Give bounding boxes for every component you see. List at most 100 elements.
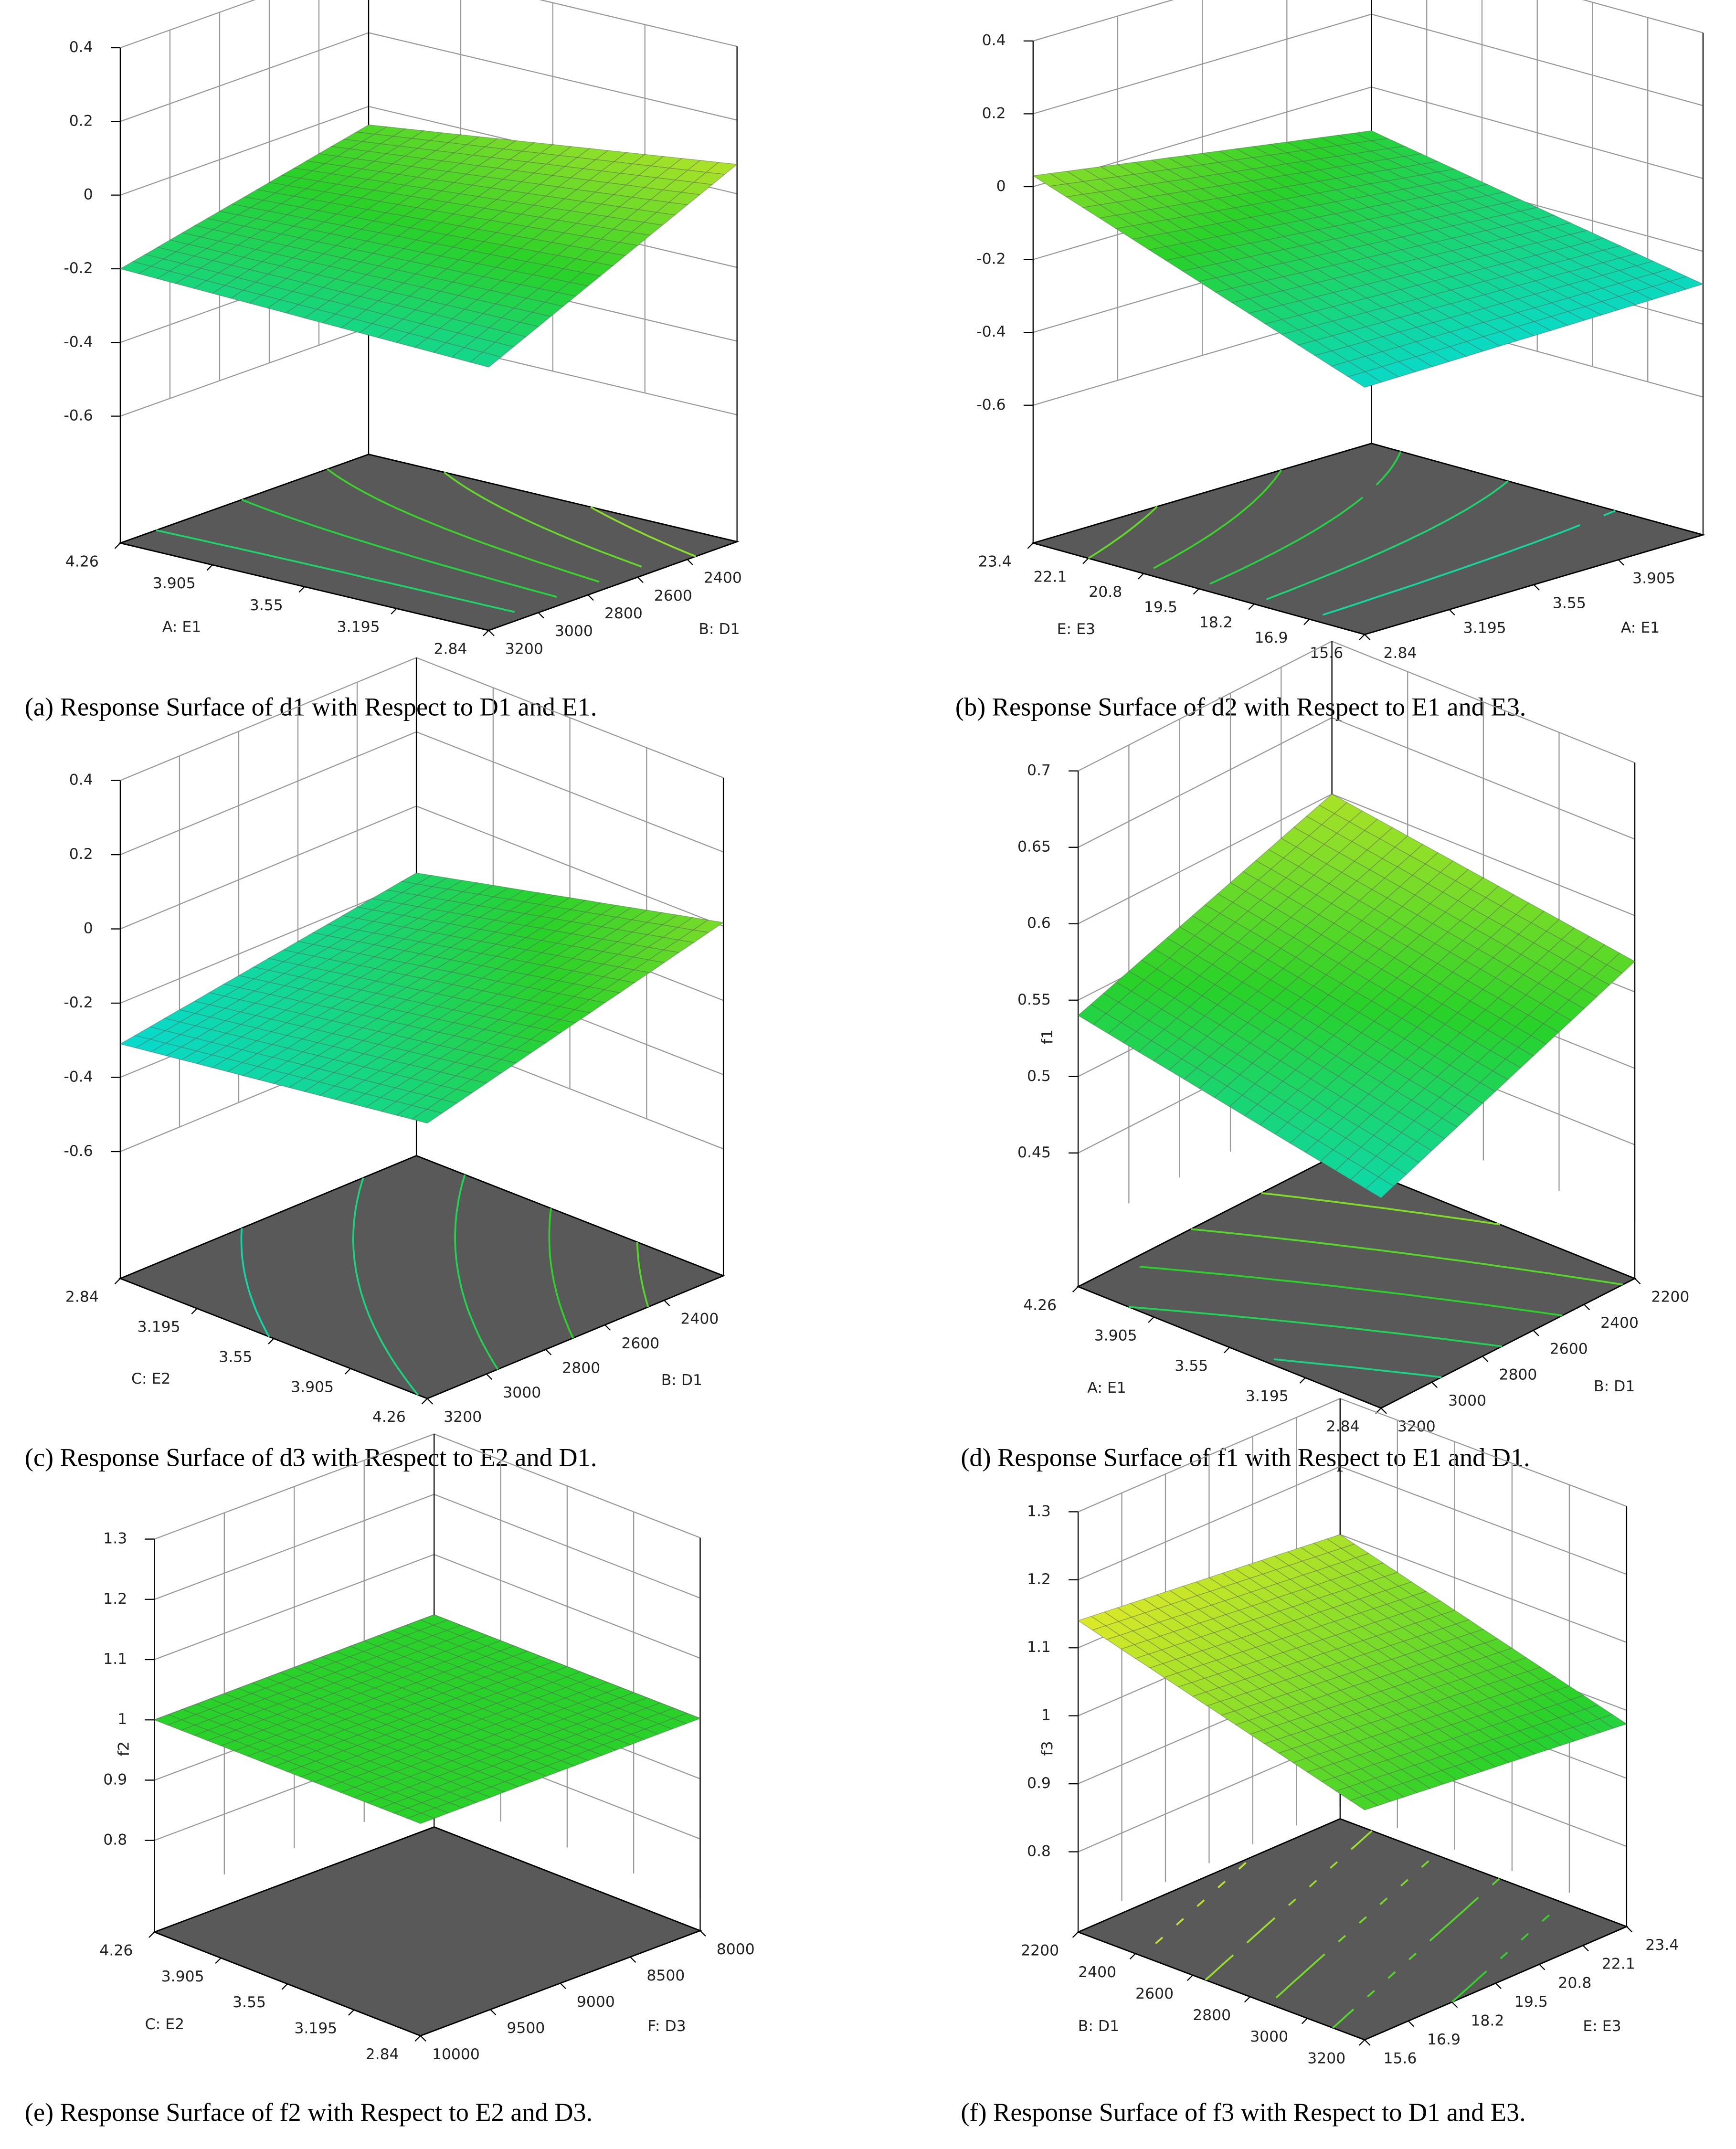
right-tick-label: 2600 [621, 1335, 659, 1352]
surface-cell [643, 212, 676, 226]
y-tick [1431, 1382, 1438, 1388]
z-tick-label: -0.6 [64, 407, 93, 424]
y-tick [1618, 559, 1625, 566]
caption: (c) Response Surface of d3 with Respect … [25, 1443, 597, 1471]
surface-cell [508, 1713, 538, 1725]
surface-cell [525, 1666, 554, 1678]
x-tick [1082, 558, 1089, 564]
x-tick [1224, 1347, 1230, 1354]
surface-cell [616, 919, 648, 932]
surface-cell [329, 1740, 359, 1751]
surface-cell [1198, 277, 1233, 293]
surface-cell [1381, 361, 1417, 378]
surface-cell [1533, 316, 1569, 331]
surface-cell [242, 1066, 275, 1080]
surface-cell [482, 341, 515, 358]
caption: (e) Response Surface of f2 with Respect … [25, 2098, 593, 2127]
surface-cell [1325, 1076, 1355, 1098]
y-tick [1583, 1304, 1590, 1311]
right-tick-label: 23.4 [1645, 1937, 1679, 1954]
surface-cell [1364, 929, 1393, 950]
y-tick [1364, 634, 1371, 641]
surface-cell [348, 1662, 377, 1673]
surface-cell [381, 1781, 411, 1793]
left-tick-label: 18.2 [1199, 614, 1233, 631]
surface-cell [1292, 1037, 1322, 1059]
x-tick [148, 1931, 155, 1938]
z-tick-label: 0.8 [103, 1831, 127, 1849]
right-tick-label: 18.2 [1471, 2012, 1504, 2029]
surface-cell [277, 1698, 307, 1710]
x-tick [281, 1983, 288, 1990]
surface-cell [1384, 1727, 1413, 1743]
surface-cell [451, 347, 484, 363]
surface-cell [1149, 1663, 1178, 1678]
surface-cell [314, 1756, 344, 1767]
x-tick [1358, 634, 1366, 641]
contour [1205, 1830, 1373, 1981]
surface-cell [462, 1791, 492, 1803]
surface-cell [1332, 1603, 1362, 1618]
surface-cell [491, 1760, 521, 1772]
surface-cell [1292, 1758, 1322, 1773]
right-tick-label: 2800 [604, 605, 643, 622]
surface-cell [318, 146, 351, 157]
surface-cell [356, 1750, 385, 1762]
surface-cell [1163, 1673, 1193, 1687]
surface-cell [1568, 988, 1598, 1009]
surface-cell [261, 253, 294, 266]
surface-cell [1313, 1087, 1342, 1109]
surface-cell [425, 1734, 455, 1746]
left-tick-label: 4.26 [99, 1942, 133, 1959]
surface-cell [238, 978, 271, 992]
z-tick-label: 0.2 [982, 105, 1006, 122]
surface-cell [405, 965, 437, 979]
x-tick [1193, 588, 1199, 595]
surface-cell [1192, 1692, 1221, 1706]
surface-cell [360, 993, 393, 1006]
surface-cell [510, 1682, 540, 1694]
surface-cell [329, 974, 361, 987]
surface-cell [1282, 259, 1318, 274]
left-tick-label: 22.1 [1034, 568, 1067, 585]
surface-cell [1546, 1731, 1575, 1746]
right-tick-label: 2400 [680, 1310, 719, 1327]
surface-cell [341, 907, 374, 919]
y-tick [1533, 584, 1540, 591]
surface-cell [1091, 1625, 1121, 1640]
surface-cell [523, 1697, 552, 1709]
x-tick [1299, 1377, 1306, 1384]
z-tick-label: -0.2 [64, 260, 93, 277]
surface-cell [1340, 1544, 1370, 1558]
surface-cell [1184, 164, 1220, 177]
surface-cell [1183, 213, 1218, 227]
surface-cell [1330, 1731, 1359, 1746]
surface-cell [331, 1708, 360, 1720]
surface-cell [1535, 951, 1565, 972]
surface-cell [311, 222, 344, 234]
surface-cell [305, 180, 338, 192]
surface-cell [279, 257, 312, 271]
floor [1030, 443, 1706, 635]
right-axis-label: B: D1 [699, 621, 740, 638]
surface-cell [1077, 1004, 1107, 1025]
y-tick [538, 612, 544, 619]
surface-cell [478, 1745, 508, 1756]
surface-cell [1376, 1787, 1405, 1802]
surface-cell [321, 1651, 351, 1662]
left-tick-label: 2800 [1193, 2007, 1231, 2024]
left-axis-label: C: E2 [131, 1370, 170, 1387]
surface-cell [420, 1807, 450, 1819]
surface-cell [236, 237, 270, 250]
z-tick-label: 0.4 [69, 772, 93, 789]
surface-cell [390, 1646, 419, 1657]
contour [241, 498, 557, 598]
surface-cell [412, 1719, 442, 1730]
surface-cell [273, 1074, 305, 1088]
surface-cell [237, 1683, 267, 1694]
surface-cell [1390, 1153, 1420, 1175]
surface-cell [1618, 291, 1653, 306]
z-tick-label: 1 [117, 1711, 127, 1728]
right-tick-label: 2600 [1550, 1340, 1588, 1357]
surface-cell [353, 1781, 383, 1793]
